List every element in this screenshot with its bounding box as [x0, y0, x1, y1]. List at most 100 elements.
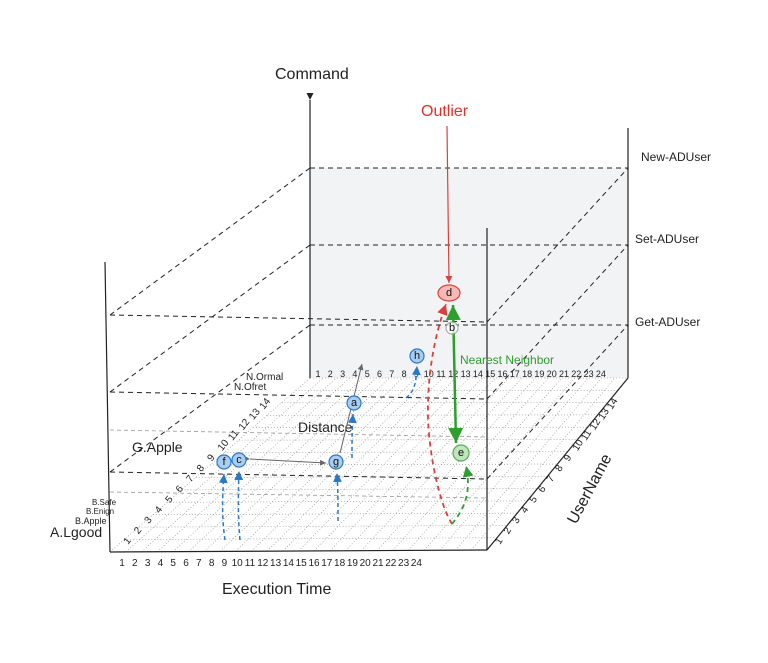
back-tick-label: 10	[424, 369, 434, 379]
node-c-shape	[231, 452, 247, 468]
back-tick-label: 11	[436, 369, 445, 379]
proj-c	[234, 470, 244, 541]
node-a-label: a	[351, 397, 358, 409]
floor-grid-line-x	[313, 377, 483, 552]
node-e: e	[452, 444, 470, 462]
node-g: g	[328, 454, 344, 470]
floor-grid-line-x	[172, 377, 364, 552]
z-axis-title: Command	[275, 66, 349, 83]
x-tick-label: 19	[347, 558, 359, 569]
command-label-get-aduser: Get-ADUser	[635, 315, 700, 329]
back-tick-label: 7	[389, 369, 394, 379]
x-tick-label: 5	[170, 558, 176, 569]
distance-annotation: Distance	[298, 419, 353, 435]
label-b-safe: B.Safe	[92, 498, 117, 507]
floor-grid-line-y	[124, 537, 498, 540]
x-tick-label: 16	[308, 558, 320, 569]
y-tick-label: 6	[536, 484, 549, 495]
x-tick-label: 21	[372, 558, 384, 569]
back-tick-label: 20	[547, 369, 557, 379]
left-tick-label: 12	[237, 417, 253, 433]
outlier-arrow	[445, 125, 453, 284]
floor-grid-line-y	[181, 488, 538, 491]
floor-grid-line-y	[252, 426, 588, 429]
floor-grid-line-x	[439, 377, 589, 551]
x-tick-label: 15	[296, 558, 308, 569]
back-tick-label: 2	[328, 369, 333, 379]
command-label-set-aduser: Set-ADUser	[635, 232, 699, 246]
left-tick-label: 8	[195, 463, 207, 475]
floor-grid-line-x	[204, 377, 390, 552]
back-tick-label: 8	[402, 369, 407, 379]
back-tick-label: 17	[510, 369, 520, 379]
y-tick-label: 8	[554, 463, 567, 474]
x-tick-label: 3	[145, 558, 151, 569]
node-h-label: h	[414, 350, 420, 362]
back-tick-label: 6	[377, 369, 382, 379]
floor-grid-line-x	[345, 377, 509, 551]
x-tick-label: 23	[398, 558, 410, 569]
x-tick-label: 9	[222, 558, 228, 569]
x-tick-label: 4	[158, 558, 164, 569]
label-n-ormal: N.Ormal	[246, 372, 283, 383]
x-axis-title: Execution Time	[222, 581, 331, 598]
node-g-shape	[328, 454, 344, 470]
y-tick-label: 3	[510, 515, 523, 526]
floor-grid-line-y	[152, 512, 518, 516]
node-d: d	[437, 284, 461, 302]
left-tick-label: 13	[247, 406, 263, 422]
floor-grid-line-x	[125, 377, 324, 553]
floor-grid-line-x	[408, 377, 562, 551]
command-planes	[109, 167, 629, 480]
node-d-shape	[437, 284, 461, 302]
node-f-shape	[216, 454, 232, 470]
back-tick-label: 24	[596, 369, 606, 379]
x-tick-label: 13	[270, 558, 282, 569]
left-tick-label: 11	[226, 428, 241, 443]
back-tick-label: 5	[365, 369, 370, 379]
node-f-label: f	[222, 456, 226, 468]
proj-h	[405, 365, 421, 399]
x-tick-label: 1	[119, 558, 125, 569]
back-wall	[310, 168, 628, 378]
proj-a	[347, 413, 357, 459]
y-tick-label: 1	[493, 536, 506, 547]
floor-grid-line-x	[188, 377, 377, 552]
nearest-neighbor-annotation: Nearest Neighbor	[460, 353, 554, 367]
x-tick-label: 10	[232, 558, 244, 569]
node-a-shape	[346, 395, 362, 411]
back-tick-label: 14	[473, 369, 483, 379]
back-tick-label: 18	[522, 369, 532, 379]
y-tick-label: 2	[502, 525, 515, 536]
node-h: h	[409, 348, 425, 364]
node-b: b	[445, 321, 459, 335]
label-n-ofret: N.Ofret	[234, 382, 266, 393]
label-g-apple: G.Apple	[132, 439, 183, 455]
back-tick-label: 22	[571, 369, 581, 379]
node-b-shape	[445, 321, 459, 335]
floor-grid-line-y	[224, 451, 568, 453]
floor-grid-line-y	[238, 439, 578, 441]
floor-grid-line-x	[156, 377, 350, 552]
node-f: f	[216, 454, 232, 470]
node-h-shape	[409, 348, 425, 364]
node-g-label: g	[333, 456, 339, 468]
distance-arrow-fc	[243, 455, 327, 466]
x-tick-label: 6	[183, 558, 189, 569]
x-tick-label: 22	[385, 558, 397, 569]
left-tick-label: 1	[122, 535, 134, 547]
x-tick-label: 8	[209, 558, 215, 569]
floor-grid-line-y	[138, 525, 508, 528]
node-d-label: d	[446, 287, 452, 299]
y-tick-label: 9	[562, 453, 575, 464]
x-tick-label: 18	[334, 558, 346, 569]
back-tick-label: 21	[559, 369, 569, 379]
node-a: a	[346, 395, 362, 411]
y-tick-label: 4	[519, 505, 532, 516]
floor-grid-line-x	[423, 377, 576, 551]
left-tick-label: 9	[205, 452, 217, 464]
y-tick-label: 14	[605, 396, 620, 412]
node-c-label: c	[236, 454, 242, 466]
